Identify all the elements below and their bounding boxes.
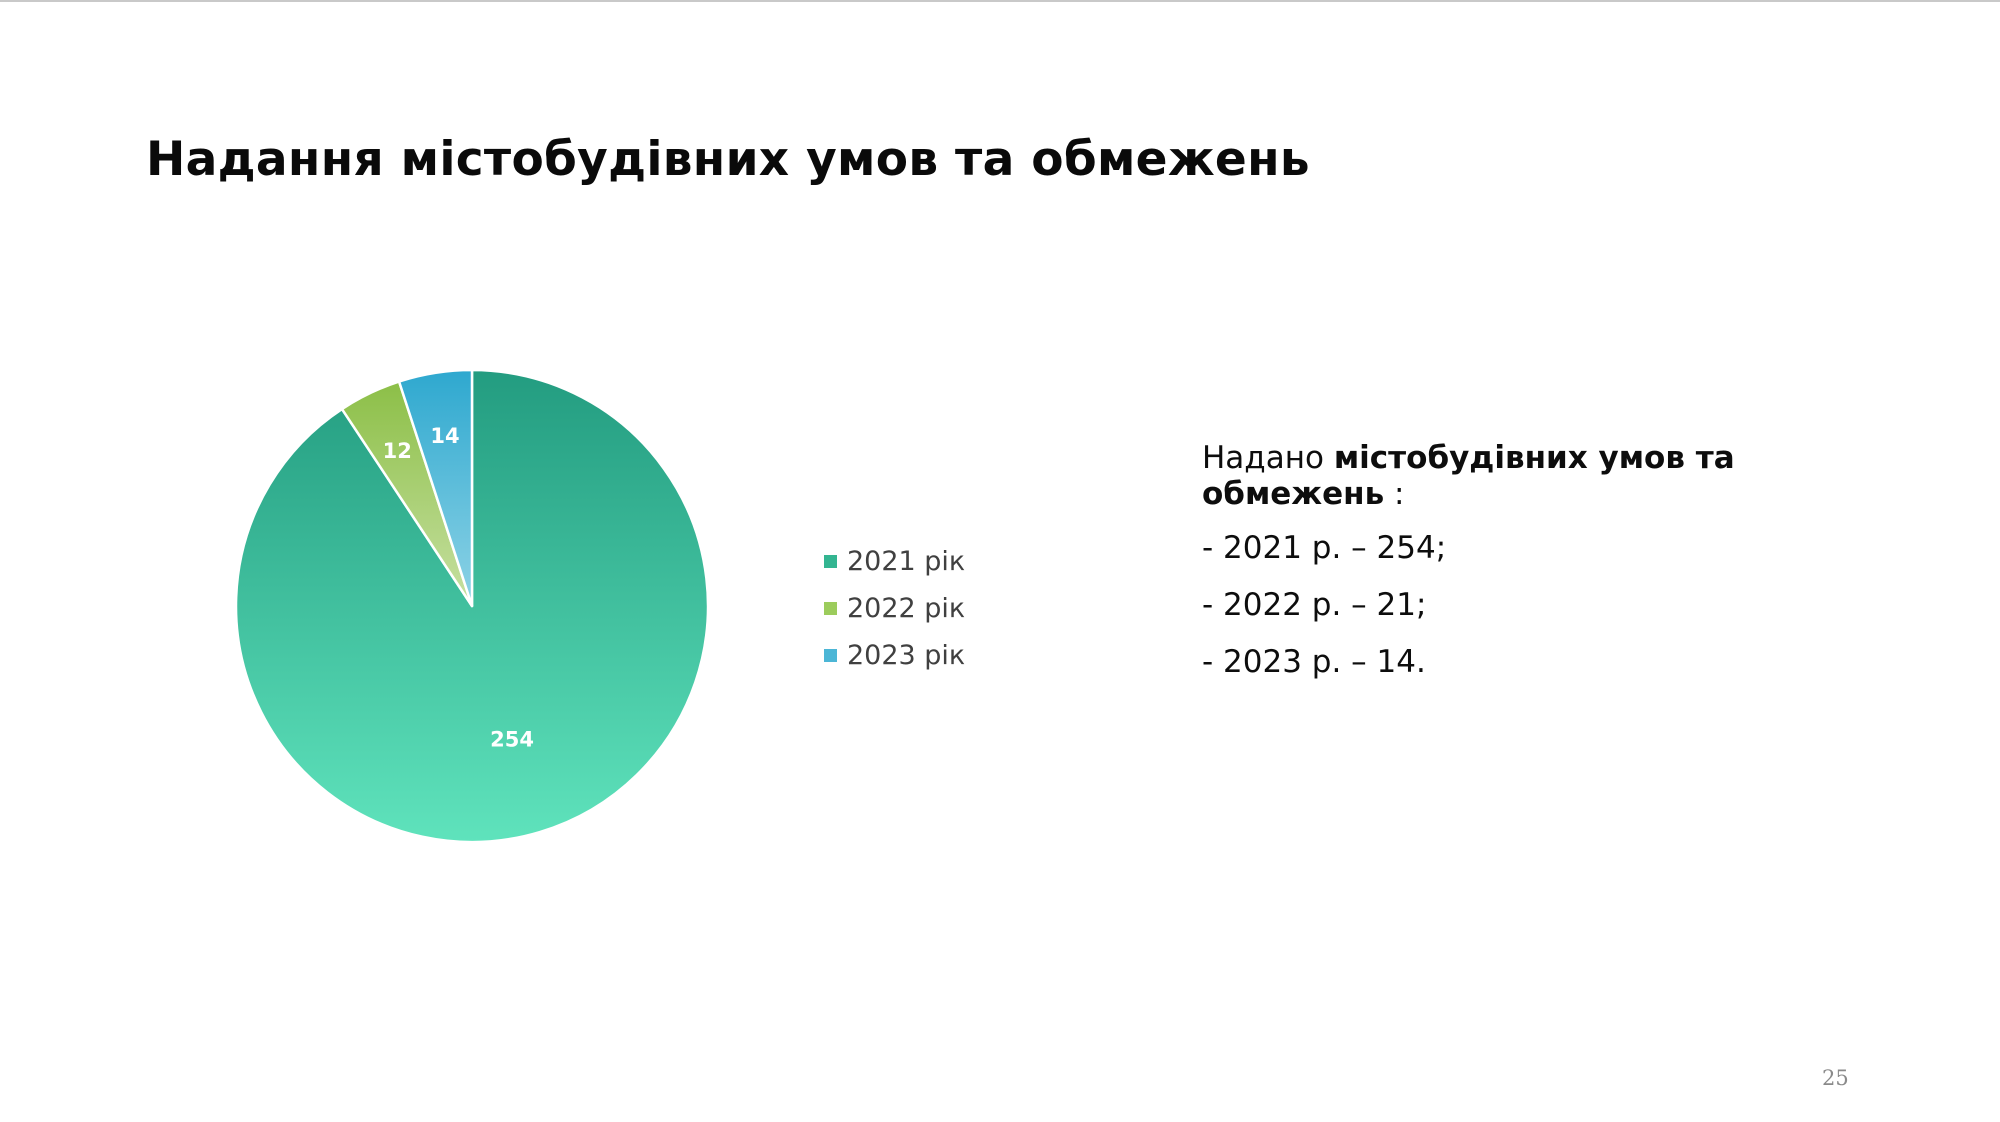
pie-chart: 254 12 14 [234, 368, 710, 844]
summary-intro-plain: Надано [1202, 440, 1324, 476]
legend-swatch-2021 [824, 555, 837, 568]
pie-label-2021: 254 [490, 727, 534, 751]
legend-item-2021: 2021 рік [824, 538, 965, 585]
pie-label-2023: 14 [430, 424, 459, 448]
summary-heading: Надано містобудівних умов та обмежень : [1202, 440, 1822, 512]
summary-line-2023: - 2023 р. – 14. [1202, 644, 1426, 680]
slide-top-border [0, 0, 2000, 2]
legend-item-2022: 2022 рік [824, 585, 965, 632]
pie-slices [234, 368, 710, 844]
pie-slice-2023 [397, 368, 474, 608]
summary-intro-tail: : [1384, 476, 1405, 512]
chart-legend: 2021 рік 2022 рік 2023 рік [824, 538, 965, 679]
pie-data-labels: 254 12 14 [383, 424, 534, 752]
legend-label-2021: 2021 рік [847, 546, 966, 577]
summary-intro-bold: містобудівних умов та обмежень [1202, 440, 1735, 512]
legend-label-2023: 2023 рік [847, 640, 966, 671]
summary-line-2022: - 2022 р. – 21; [1202, 587, 1427, 623]
legend-label-2022: 2022 рік [847, 593, 966, 624]
slide-title: Надання містобудівних умов та обмежень [146, 132, 1310, 187]
page-number: 25 [1822, 1066, 1849, 1090]
pie-label-2022: 12 [383, 439, 412, 463]
legend-swatch-2022 [824, 602, 837, 615]
summary-text: Надано містобудівних умов та обмежень : … [1202, 440, 1822, 701]
summary-line-2021: - 2021 р. – 254; [1202, 530, 1447, 566]
legend-item-2023: 2023 рік [824, 632, 965, 679]
legend-swatch-2023 [824, 649, 837, 662]
